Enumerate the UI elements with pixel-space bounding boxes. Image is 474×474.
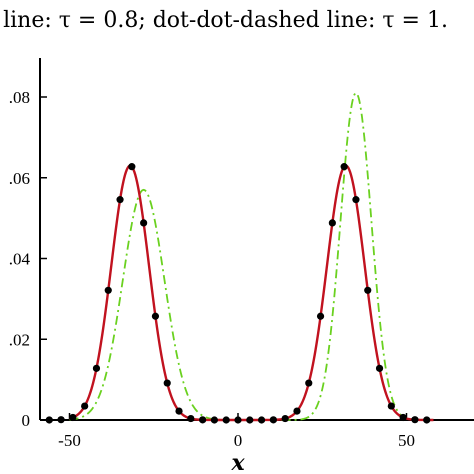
x-tick-label: 0 [234,431,243,450]
data-point [340,163,348,171]
data-point [104,286,112,294]
x-tick-label: -50 [58,431,81,450]
data-point [45,416,53,424]
data-point [187,414,195,423]
data-point [151,312,160,320]
data-point [81,402,89,410]
y-tick-label: 0 [22,411,31,430]
data-point [293,407,301,415]
data-point [364,286,372,294]
data-point [210,416,219,424]
axes [39,58,474,421]
data-point [234,416,242,424]
data-point [411,416,419,424]
data-point [328,219,336,227]
data-point [387,402,395,410]
data-point [163,379,171,387]
data-point [116,196,124,204]
x-tick-label: 50 [398,431,415,450]
data-point [305,379,313,387]
data-point [246,416,254,424]
data-point [269,416,277,424]
data-point [257,416,266,424]
series-layer [45,91,434,424]
data-point [375,364,384,372]
data-point [175,407,183,415]
data-point [222,416,230,424]
y-tick-label: .08 [9,88,30,107]
y-tick-label: .04 [9,250,31,269]
ticks: -50 0 50 0 .02 .04 .06 .08 [9,88,415,450]
data-point [140,219,148,227]
data-point [92,364,101,372]
data-point [423,416,431,424]
data-point [281,414,289,423]
x-axis-label: x [230,450,245,474]
data-point [399,413,407,422]
data-point [69,413,77,422]
data-point [199,416,207,424]
data-point [57,416,65,424]
y-tick-label: .02 [9,330,30,349]
data-point [316,312,325,320]
y-tick-label: .06 [9,169,30,188]
data-point [352,196,360,204]
data-point [128,163,136,171]
figure-caption: d line: τ = 0.8; dot-dot-dashed line: τ … [0,8,448,33]
solid-line-series [69,164,434,422]
